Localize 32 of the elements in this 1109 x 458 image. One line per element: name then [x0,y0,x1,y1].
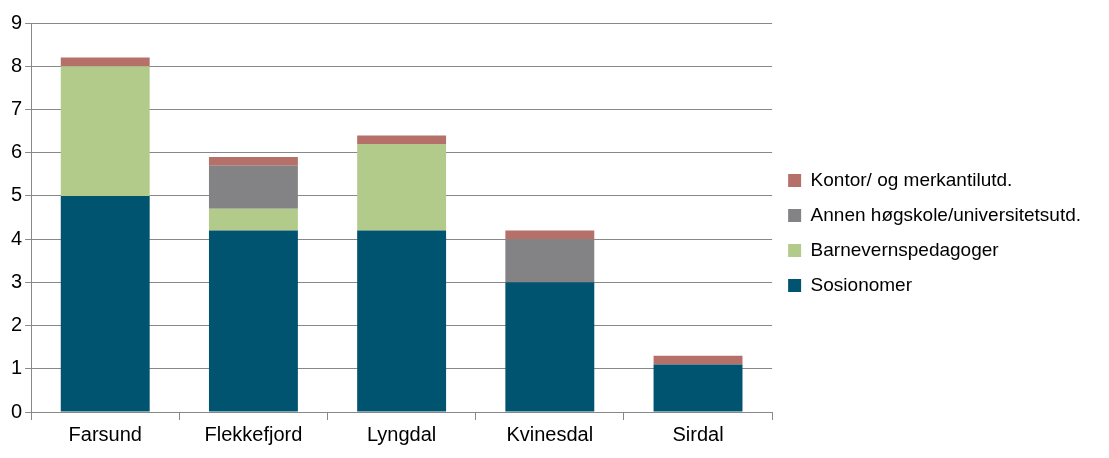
y-tick-label: 3 [11,269,23,292]
bar [653,355,743,365]
bar [653,364,743,412]
bar [60,57,150,67]
bar [208,156,298,166]
x-tick-label: Kvinesdal [506,422,594,445]
x-tick-label: Flekkefjord [204,422,303,445]
bar [505,230,595,240]
legend-label: Kontor/ og merkantilutd. [810,168,1013,190]
bar [60,66,150,196]
y-tick-label: 4 [11,226,23,249]
y-tick-label: 1 [11,356,23,379]
bar [208,230,298,412]
x-tick-label: Lyngdal [366,422,437,445]
bar [357,135,447,145]
legend-label: Annen høgskole/universitetsutd. [810,203,1082,225]
bar [357,230,447,412]
bar [208,208,298,231]
y-tick-label: 0 [11,399,23,422]
x-tick-label: Farsund [68,422,142,445]
x-tick-label: Sirdal [672,422,724,445]
y-tick-label: 8 [11,53,23,76]
y-tick-label: 5 [11,183,23,206]
y-tick-label: 9 [11,10,23,33]
legend-label: Sosionomer [810,273,913,295]
legend-label: Barnevernspedagoger [810,238,1000,260]
bar [60,195,150,412]
bar [505,282,595,412]
bar [357,144,447,231]
y-tick-label: 2 [11,313,23,336]
y-tick-label: 6 [11,140,23,163]
y-tick-label: 7 [11,96,23,119]
